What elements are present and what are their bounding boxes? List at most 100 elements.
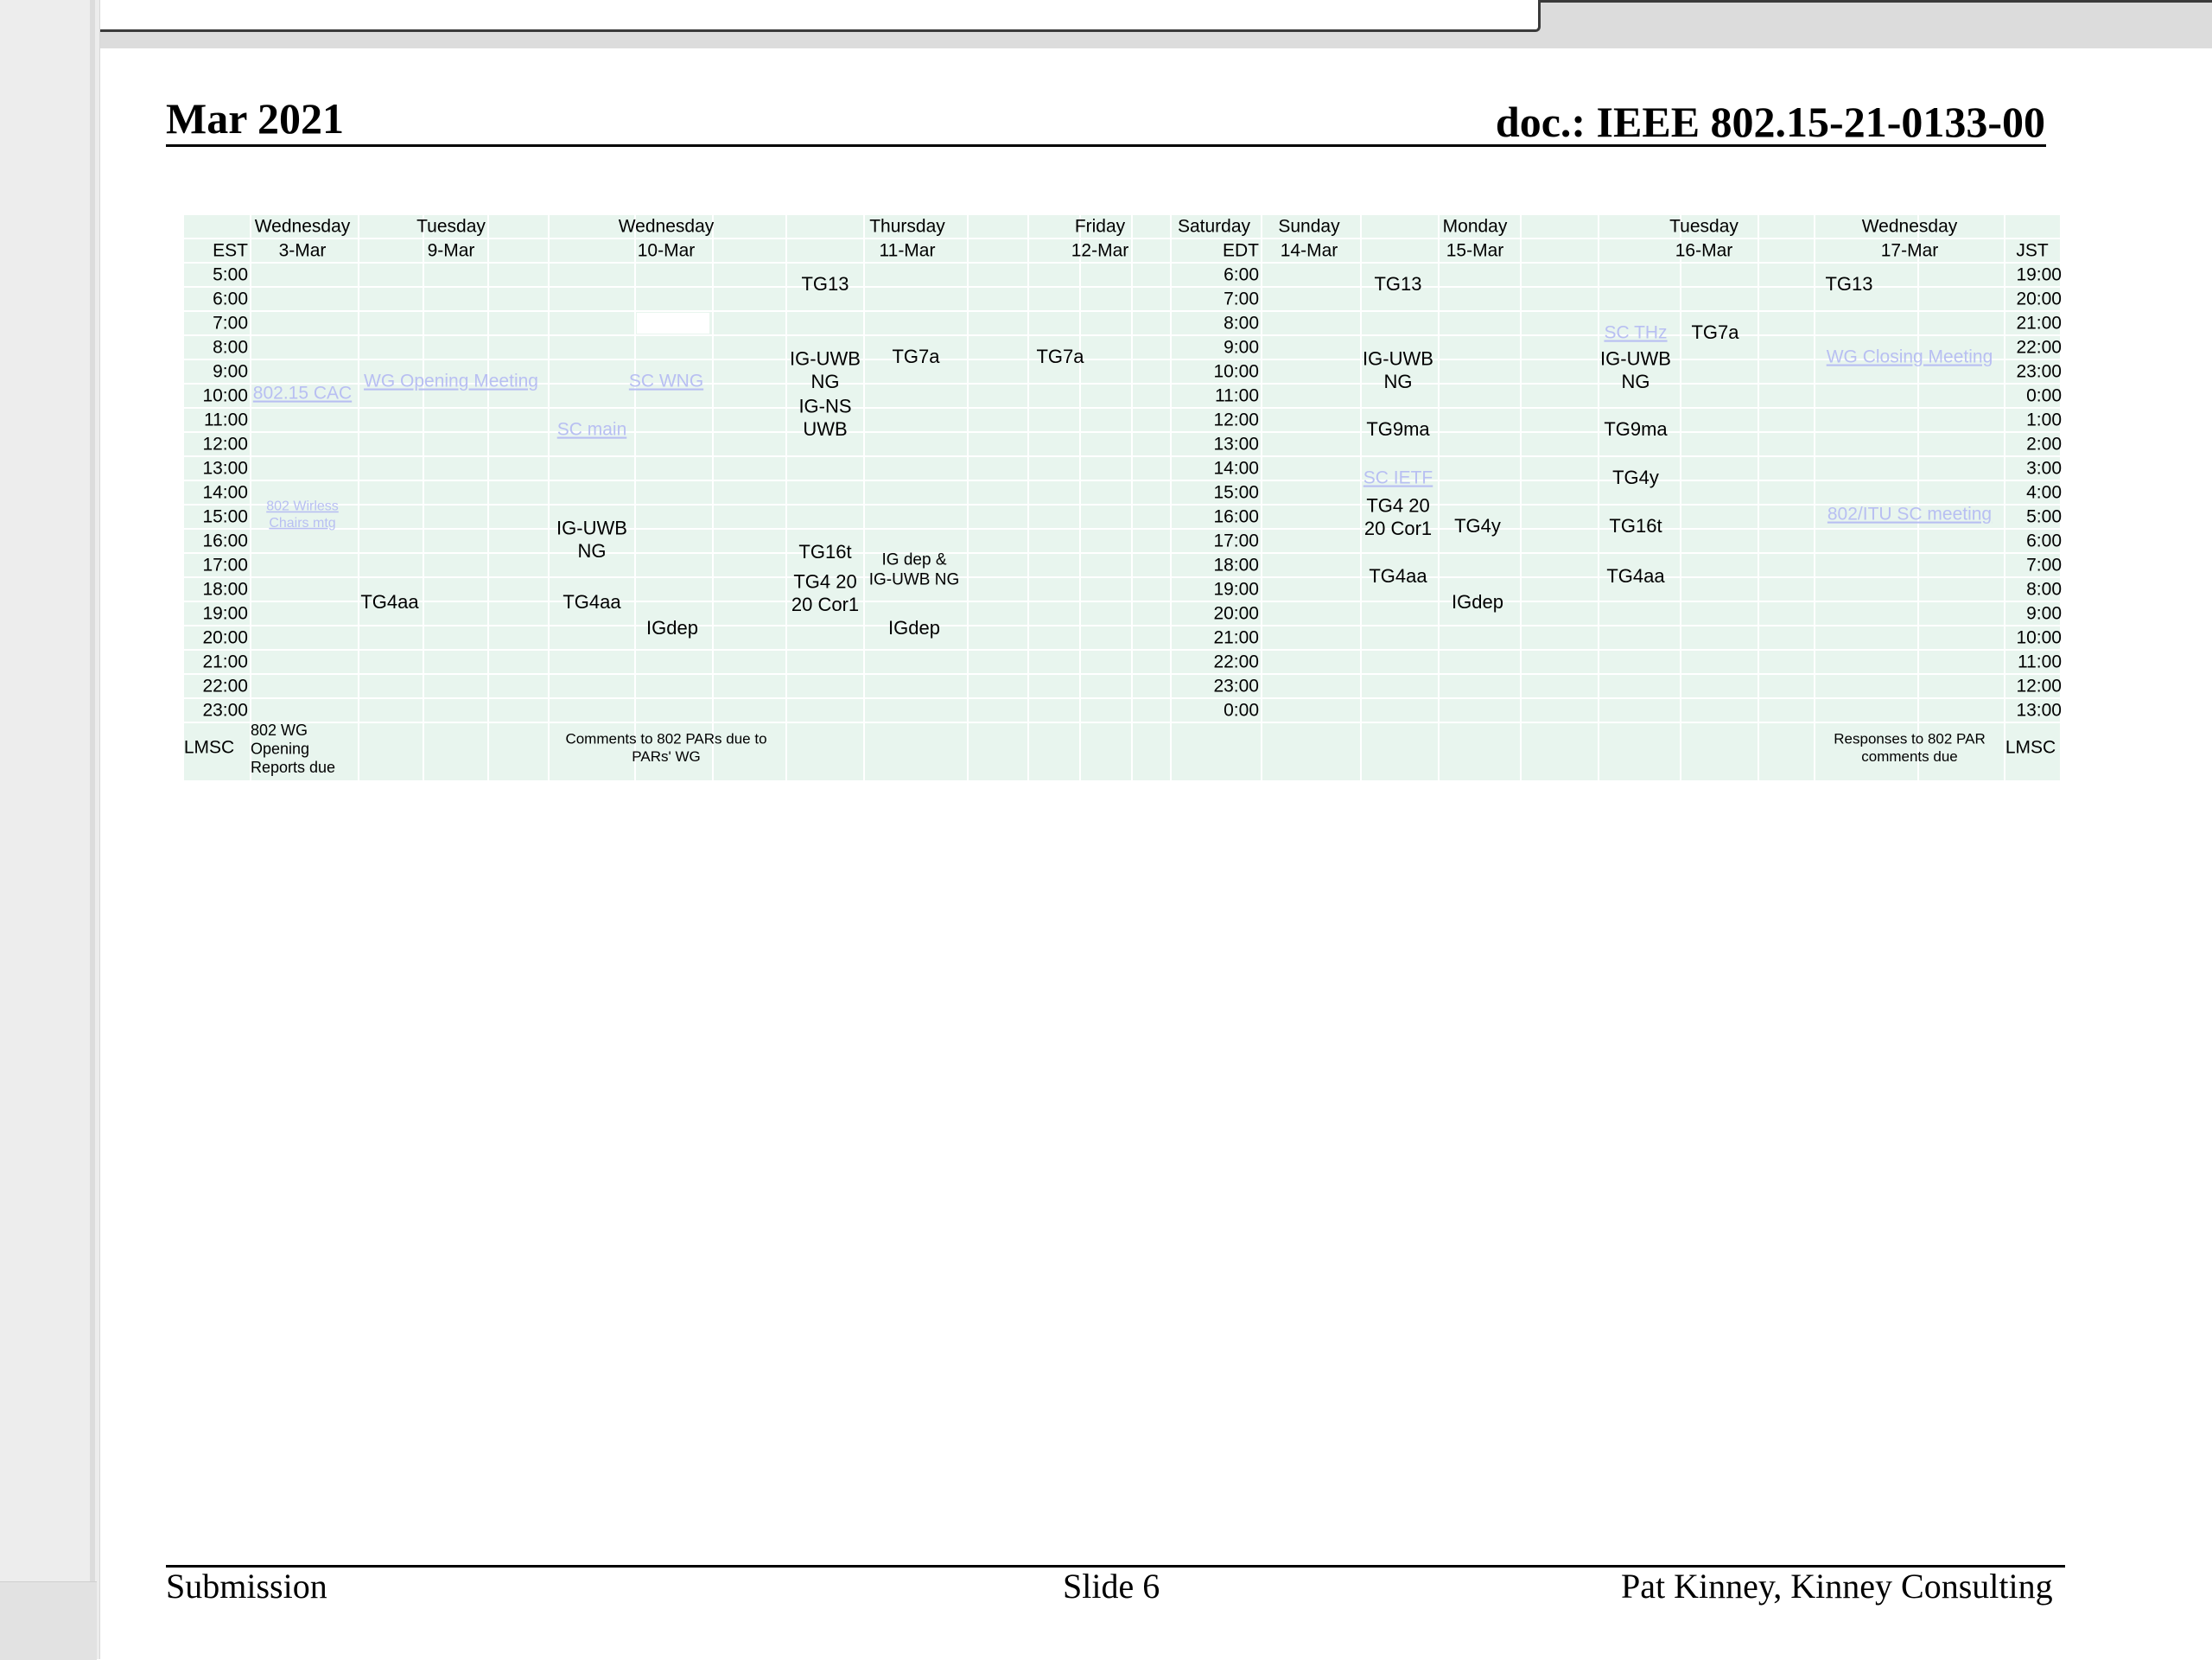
edt-time: 19:00	[1213, 580, 1259, 600]
grid-cell	[423, 431, 489, 457]
grid-cell	[967, 310, 1029, 336]
grid-cell	[1520, 601, 1599, 626]
grid-cell	[548, 238, 636, 264]
grid-cell	[1079, 431, 1133, 457]
jst-time: 3:00	[2026, 459, 2062, 479]
grid-cell	[1520, 262, 1599, 288]
grid-cell	[1027, 407, 1081, 433]
grid-cell	[358, 455, 424, 481]
grid-cell	[1027, 601, 1081, 626]
grid-cell	[1261, 383, 1362, 409]
grid-cell	[967, 625, 1029, 651]
grid-cell	[1131, 334, 1172, 360]
grid-cell	[1520, 697, 1599, 723]
grid-cell	[1680, 407, 1759, 433]
event-link[interactable]: SC main	[557, 420, 627, 440]
day-name: Wednesday	[1862, 217, 1958, 237]
grid-cell	[487, 286, 550, 312]
grid-cell	[487, 528, 550, 554]
grid-cell	[1131, 383, 1172, 409]
grid-cell	[863, 722, 969, 782]
grid-cell	[250, 552, 359, 578]
grid-cell	[785, 480, 865, 506]
grid-cell	[967, 601, 1029, 626]
grid-cell	[1520, 383, 1599, 409]
grid-cell	[1680, 455, 1759, 481]
grid-cell	[634, 601, 714, 626]
grid-cell	[1520, 213, 1599, 239]
grid-cell	[1360, 310, 1440, 336]
day-date: 16-Mar	[1675, 241, 1733, 261]
edt-time: 6:00	[1224, 265, 1259, 285]
grid-cell	[1261, 601, 1362, 626]
grid-cell	[1261, 213, 1362, 239]
grid-cell	[863, 310, 969, 336]
grid-cell	[712, 649, 787, 675]
lmsc-label: LMSC	[184, 738, 234, 758]
grid-cell	[2004, 480, 2062, 506]
grid-cell	[358, 480, 424, 506]
grid-cell	[1814, 383, 1919, 409]
grid-cell	[1917, 383, 2005, 409]
est-time: 16:00	[202, 531, 248, 551]
grid-cell	[1027, 625, 1081, 651]
event-link[interactable]: SC WNG	[629, 372, 703, 391]
grid-cell	[1758, 359, 1815, 385]
grid-cell	[1758, 407, 1815, 433]
event-link[interactable]: 802.15 CAC	[253, 384, 352, 404]
event-link[interactable]: Chairs mtg	[269, 516, 335, 531]
est-time: 6:00	[213, 289, 248, 309]
event-label: TG4aa	[1606, 565, 1665, 587]
event-link[interactable]: WG Closing Meeting	[1827, 347, 1993, 367]
grid-cell	[1917, 649, 2005, 675]
event-link[interactable]: 802 Wirless	[266, 499, 339, 514]
grid-cell	[548, 528, 636, 554]
grid-cell	[1261, 334, 1362, 360]
event-link[interactable]: SC THz	[1604, 323, 1667, 343]
event-link[interactable]: 802/ITU SC meeting	[1827, 505, 1992, 525]
grid-cell	[1814, 286, 1919, 312]
grid-cell	[712, 262, 787, 288]
jst-time: 11:00	[2018, 652, 2062, 672]
grid-cell	[1079, 673, 1133, 699]
event-label: TG13	[1825, 273, 1872, 295]
grid-cell	[1438, 262, 1522, 288]
grid-cell	[1079, 480, 1133, 506]
grid-cell	[863, 262, 969, 288]
grid-cell	[1438, 334, 1522, 360]
grid-cell	[1680, 576, 1759, 602]
jst-time: 10:00	[2016, 628, 2062, 648]
grid-cell	[358, 576, 424, 602]
grid-cell	[1438, 359, 1522, 385]
grid-cell	[1917, 697, 2005, 723]
grid-cell	[1360, 697, 1440, 723]
grid-cell	[1680, 697, 1759, 723]
grid-cell	[634, 431, 714, 457]
grid-cell	[1027, 576, 1081, 602]
grid-cell	[712, 552, 787, 578]
grid-cell	[863, 383, 969, 409]
est-time: 20:00	[202, 628, 248, 648]
grid-cell	[1079, 383, 1133, 409]
grid-cell	[634, 649, 714, 675]
event-link[interactable]: WG Opening Meeting	[364, 372, 538, 391]
grid-cell	[2004, 213, 2062, 239]
day-name: Saturday	[1178, 217, 1251, 237]
doc-id: doc.: IEEE 802.15-21-0133-00	[1495, 98, 2045, 146]
day-name: Thursday	[869, 217, 945, 237]
grid-cell	[548, 407, 636, 433]
grid-cell	[548, 601, 636, 626]
grid-cell	[1917, 262, 2005, 288]
edt-time: 15:00	[1213, 483, 1259, 503]
event-link[interactable]: SC IETF	[1363, 468, 1433, 488]
grid-cell	[1360, 625, 1440, 651]
grid-cell	[1520, 407, 1599, 433]
grid-cell	[358, 407, 424, 433]
est-time: 5:00	[213, 265, 248, 285]
grid-cell	[967, 213, 1029, 239]
grid-cell	[712, 334, 787, 360]
grid-cell	[712, 213, 787, 239]
grid-cell	[1360, 601, 1440, 626]
day-date: 15-Mar	[1446, 241, 1504, 261]
grid-cell	[1680, 480, 1759, 506]
